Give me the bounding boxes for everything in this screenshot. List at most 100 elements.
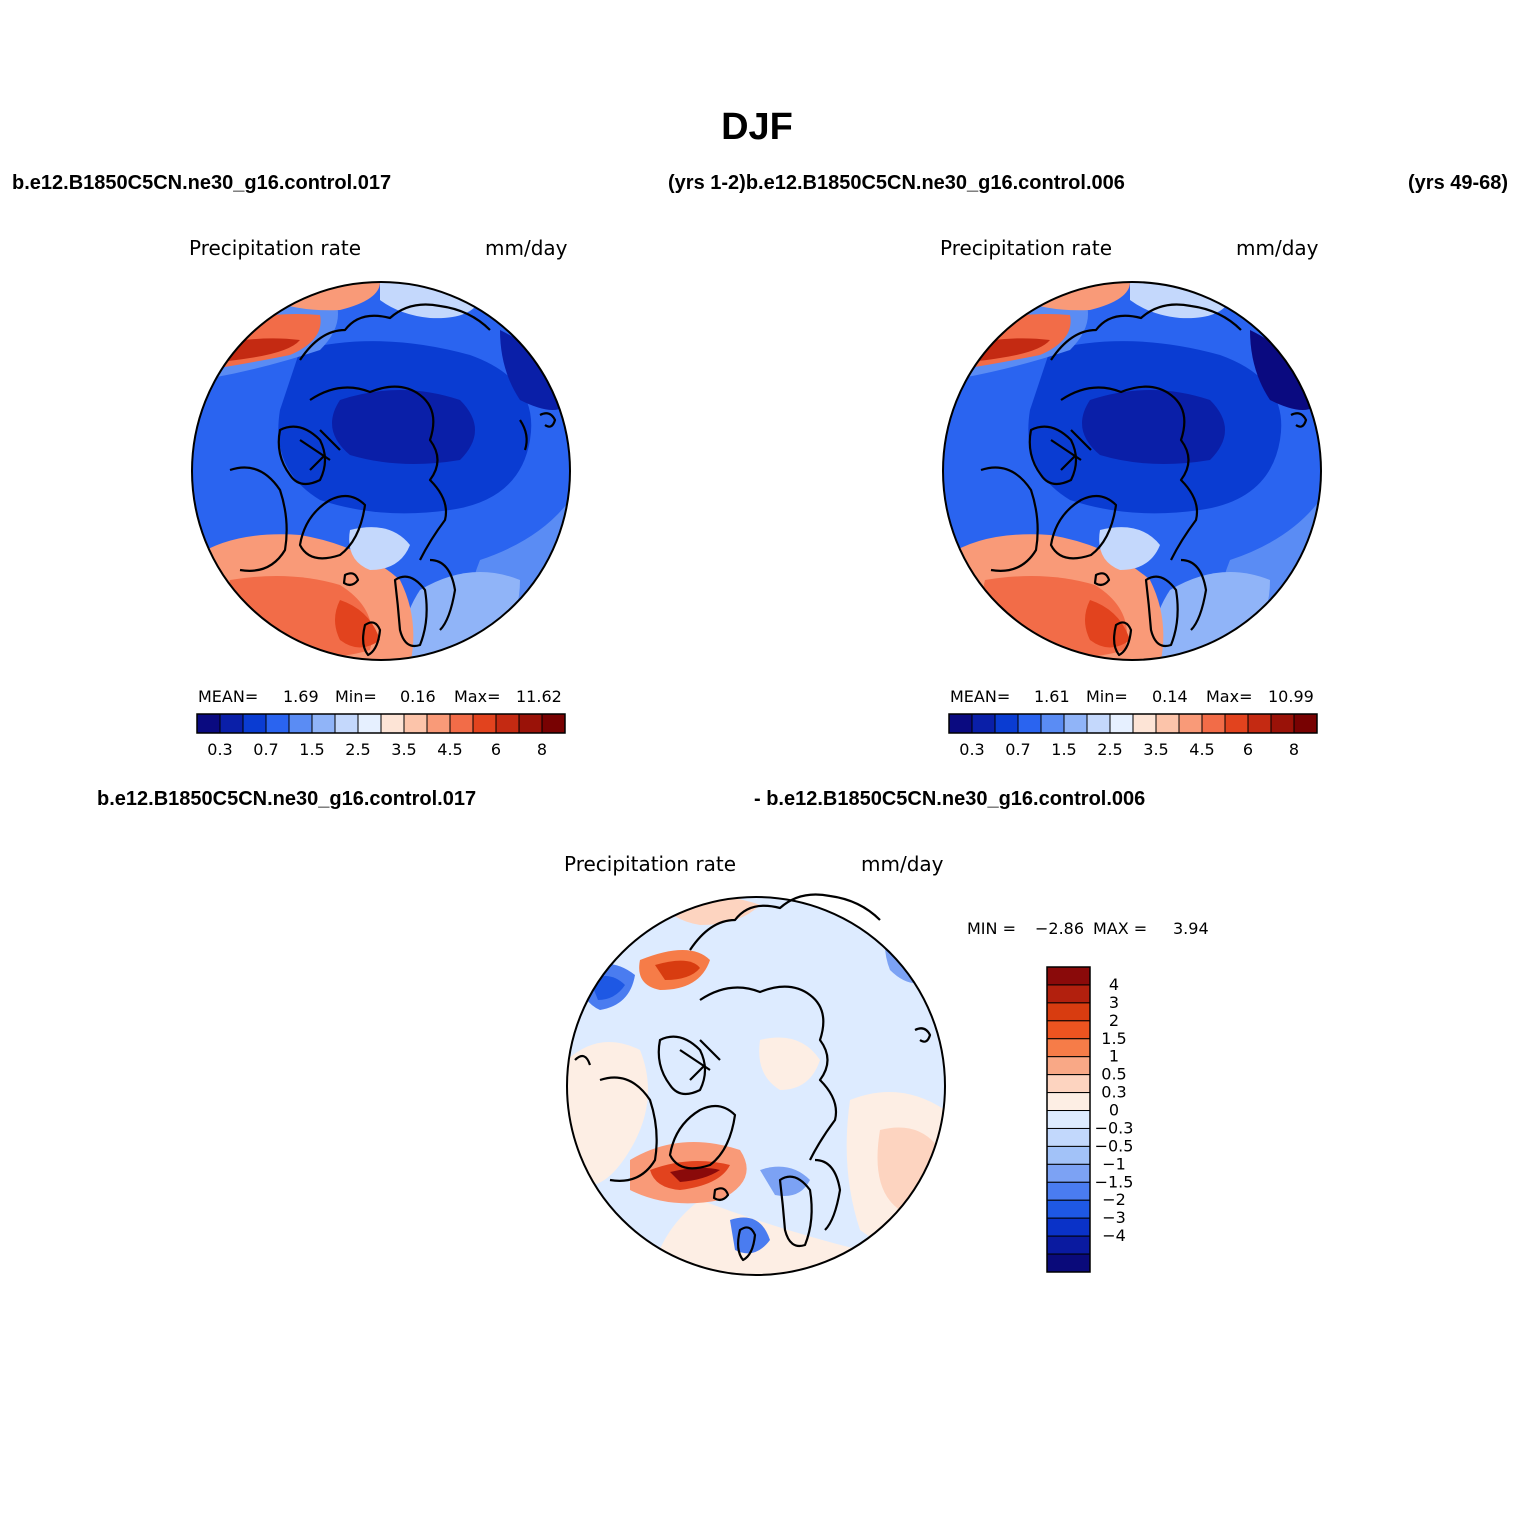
panel2-colorbar-tick-label: 1.5: [1051, 740, 1076, 759]
panel3-colorbar-swatch: [1046, 1163, 1091, 1183]
panel1-colorbar-swatch: [541, 713, 566, 734]
panel3-colorbar-swatch: [1046, 1074, 1091, 1094]
panel1-driest-core: [332, 390, 475, 464]
panel1-colorbar-swatch: [311, 713, 336, 734]
header-years-right: (yrs 49-68): [1408, 172, 1509, 194]
panel3-colorbar-tick-label: −2: [1102, 1190, 1126, 1209]
panel2-colorbar-swatch: [1132, 713, 1157, 734]
panel3-colorbar-swatch: [1046, 1092, 1091, 1112]
panel1-colorbar-swatch: [449, 713, 474, 734]
panel2-colorbar-tick-label: 3.5: [1143, 740, 1168, 759]
panel2-min-label: Min=: [1086, 687, 1128, 706]
panel1-coastlines: [229, 303, 557, 657]
header-diff-case2: - b.e12.B1850C5CN.ne30_g16.control.006: [754, 788, 1146, 810]
panel1-colorbar-tick-label: 6: [491, 740, 501, 759]
panel2-colorbar-tick-label: 6: [1243, 740, 1253, 759]
panel1-colorbar-swatch: [380, 713, 405, 734]
panel3-colorbar-swatch: [1046, 984, 1091, 1004]
panel3-units-label: mm/day: [861, 852, 944, 876]
panel2-colorbar-swatch: [1063, 713, 1088, 734]
panel3-colorbar-tick-label: 1: [1109, 1047, 1119, 1066]
panel3-colorbar-swatch: [1046, 1217, 1091, 1237]
panel3-coastlines: [574, 893, 932, 1262]
panel3-max-label: MAX =: [1093, 919, 1148, 938]
panel3-colorbar-swatch: [1046, 1199, 1091, 1219]
panel1-mean-value: 1.69: [283, 687, 319, 706]
panel1-units-label: mm/day: [485, 236, 568, 260]
panel2-colorbar-swatch: [1178, 713, 1203, 734]
panel3-colorbar-tick-label: −1.5: [1095, 1172, 1134, 1191]
panel3-colorbar-tick-label: 0: [1109, 1101, 1119, 1120]
header-years-case2: (yrs 1-2)b.e12.B1850C5CN.ne30_g16.contro…: [668, 172, 1125, 194]
header-case1: b.e12.B1850C5CN.ne30_g16.control.017: [12, 172, 392, 194]
panel1-max-value: 11.62: [516, 687, 562, 706]
panel2-polar-map: [943, 282, 1321, 660]
panel1-colorbar-tick-label: 0.3: [207, 740, 232, 759]
panel2-mean-label: MEAN=: [950, 687, 1011, 706]
panel3-colorbar-tick-label: −0.3: [1095, 1118, 1134, 1137]
panel2-max-value: 10.99: [1268, 687, 1314, 706]
panel2-colorbar-swatch: [971, 713, 996, 734]
panel3-map-border: [566, 896, 946, 1276]
panel3-colorbar-swatch: [1046, 966, 1091, 986]
panel3-colorbar-tick-label: 3: [1109, 993, 1119, 1012]
panel2-colorbar-swatch: [1293, 713, 1318, 734]
panel3-colorbar-tick-label: 4: [1109, 975, 1119, 994]
panel2-units-label: mm/day: [1236, 236, 1319, 260]
panel3-min-value: −2.86: [1035, 919, 1085, 938]
panel2-colorbar-swatch: [1224, 713, 1249, 734]
panel2-colorbar-tick-label: 0.3: [959, 740, 984, 759]
panel2-colorbar-swatch: [948, 713, 973, 734]
panel3-variable-label: Precipitation rate: [564, 852, 736, 876]
header-diff-case1: b.e12.B1850C5CN.ne30_g16.control.017: [97, 788, 477, 810]
panel2-colorbar-tick-label: 8: [1289, 740, 1299, 759]
panel2-colorbar-swatch: [1040, 713, 1065, 734]
panel2-colorbar-swatch: [1109, 713, 1134, 734]
panel2-colorbar-swatch: [1247, 713, 1272, 734]
panel3-polar-map: [567, 897, 945, 1275]
panel2-colorbar-tick-label: 4.5: [1189, 740, 1214, 759]
panel2-mean-value: 1.61: [1034, 687, 1070, 706]
panel1-colorbar-swatch: [265, 713, 290, 734]
panel1-colorbar-swatch: [403, 713, 428, 734]
panel2-colorbar-swatch: [994, 713, 1019, 734]
panel1-colorbar-swatch: [495, 713, 520, 734]
panel3-max-value: 3.94: [1173, 919, 1209, 938]
panel2-colorbar-swatch: [1086, 713, 1111, 734]
panel1-colorbar-tick-label: 1.5: [299, 740, 324, 759]
panel1-colorbar-swatch: [426, 713, 451, 734]
panel2-colorbar-swatch: [1270, 713, 1295, 734]
panel3-colorbar-swatch: [1046, 1020, 1091, 1040]
panel1-mean-label: MEAN=: [198, 687, 259, 706]
panel3-colorbar-swatch: [1046, 1056, 1091, 1076]
panel1-colorbar-swatch: [518, 713, 543, 734]
panel1-map-border: [191, 281, 571, 661]
panel3-colorbar-swatch: [1046, 1145, 1091, 1165]
panel1-colorbar-tick-label: 4.5: [437, 740, 462, 759]
panel3-colorbar-swatch: [1046, 1181, 1091, 1201]
panel1-colorbar-swatch: [196, 713, 221, 734]
panel3-colorbar-tick-label: 0.3: [1101, 1083, 1126, 1102]
panel1-colorbar-swatch: [219, 713, 244, 734]
panel2-colorbar-swatch: [1017, 713, 1042, 734]
panel1-min-value: 0.16: [400, 687, 436, 706]
panel3-colorbar-swatch: [1046, 1127, 1091, 1147]
panel3-colorbar-tick-label: −1: [1102, 1154, 1126, 1173]
panel1-min-label: Min=: [335, 687, 377, 706]
panel3-colorbar-tick-label: −0.5: [1095, 1136, 1134, 1155]
panel2-coastlines: [980, 303, 1308, 657]
panel1-colorbar-swatch: [472, 713, 497, 734]
panel1-variable-label: Precipitation rate: [189, 236, 361, 260]
panel2-colorbar-tick-label: 2.5: [1097, 740, 1122, 759]
panel2-variable-label: Precipitation rate: [940, 236, 1112, 260]
panel2-colorbar-swatch: [1201, 713, 1226, 734]
panel2-max-label: Max=: [1206, 687, 1253, 706]
panel3-colorbar-swatch: [1046, 1002, 1091, 1022]
panel1-colorbar-swatch: [242, 713, 267, 734]
panel3-colorbar-tick-label: 1.5: [1101, 1029, 1126, 1048]
panel2-colorbar-tick-label: 0.7: [1005, 740, 1030, 759]
panel1-colorbar: 0.3 0.7 1.5 2.5 3.5 4.5 6 8: [196, 713, 566, 759]
panel1-colorbar-tick-label: 3.5: [391, 740, 416, 759]
